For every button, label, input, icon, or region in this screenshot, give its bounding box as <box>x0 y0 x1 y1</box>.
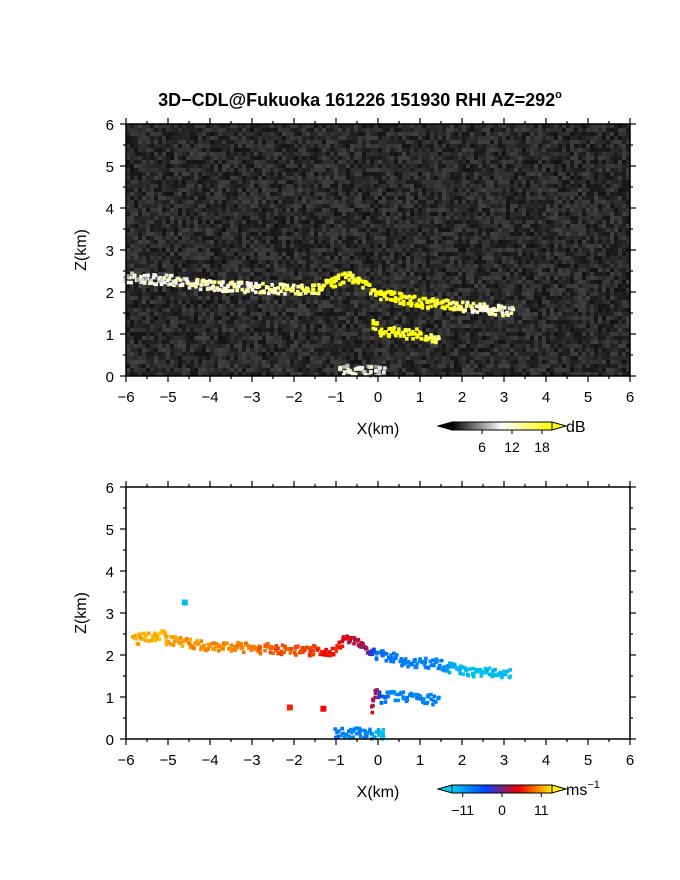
x-tick-label: −6 <box>117 752 134 769</box>
velocity-echo-band <box>181 599 327 712</box>
x-tick-label: 3 <box>500 752 508 769</box>
y-tick-label: 0 <box>106 732 114 749</box>
y-tick-label: 0 <box>106 369 114 386</box>
x-tick-label: 1 <box>416 752 424 769</box>
colorbar-tick-label: 12 <box>504 439 520 455</box>
x-tick-label: −4 <box>201 752 218 769</box>
reflectivity-tick-marks <box>120 118 636 382</box>
velocity-y-tick-labels: 0 1 2 3 4 5 6 <box>106 480 114 749</box>
x-tick-label: −2 <box>285 752 302 769</box>
reflectivity-x-tick-labels: −6 −5 −4 −3 −2 −1 0 1 2 3 4 5 6 <box>117 389 634 406</box>
y-tick-label: 4 <box>106 564 114 581</box>
x-tick-label: −1 <box>327 752 344 769</box>
velocity-echo-band <box>369 688 441 715</box>
x-tick-label: −2 <box>285 389 302 406</box>
reflectivity-plot-area <box>122 124 630 378</box>
colorbar-tick-label: 0 <box>498 802 506 818</box>
echo-patch <box>320 705 327 712</box>
y-tick-label: 3 <box>106 606 114 623</box>
velocity-plot-area <box>126 487 630 741</box>
x-tick-label: 5 <box>584 752 592 769</box>
y-tick-label: 1 <box>106 690 114 707</box>
velocity-y-axis-label: Z(km) <box>73 592 90 634</box>
x-tick-label: 1 <box>416 389 424 406</box>
velocity-echo-band <box>131 629 513 680</box>
y-tick-label: 6 <box>106 117 114 134</box>
x-tick-label: 3 <box>500 389 508 406</box>
x-tick-label: −3 <box>243 389 260 406</box>
x-tick-label: −4 <box>201 389 218 406</box>
x-tick-label: 5 <box>584 389 592 406</box>
x-tick-label: −6 <box>117 389 134 406</box>
y-tick-label: 1 <box>106 327 114 344</box>
echo-patch <box>181 599 188 606</box>
reflectivity-echo-band <box>122 271 516 318</box>
velocity-colorbar: −11 0 11 <box>436 784 568 818</box>
colorbar-tick-label: −11 <box>451 802 474 818</box>
reflectivity-x-axis-label: X(km) <box>357 421 400 438</box>
x-tick-label: 2 <box>458 752 466 769</box>
x-tick-label: 6 <box>626 389 634 406</box>
x-tick-label: −3 <box>243 752 260 769</box>
velocity-x-tick-labels: −6 −5 −4 −3 −2 −1 0 1 2 3 4 5 6 <box>117 752 634 769</box>
velocity-x-axis-label: X(km) <box>357 784 400 801</box>
colorbar-tick-label: 11 <box>534 802 549 818</box>
reflectivity-y-tick-labels: 0 1 2 3 4 5 6 <box>106 117 114 386</box>
reflectivity-colorbar-unit: dB <box>566 419 586 436</box>
y-tick-label: 6 <box>106 480 114 497</box>
x-tick-label: −5 <box>159 752 176 769</box>
y-tick-label: 5 <box>106 159 114 176</box>
velocity-tick-marks <box>120 481 636 745</box>
reflectivity-colorbar: 6 12 18 <box>436 421 568 455</box>
x-tick-label: −1 <box>327 389 344 406</box>
x-tick-label: 4 <box>542 389 550 406</box>
x-tick-label: 0 <box>374 389 382 406</box>
reflectivity-y-axis-label: Z(km) <box>73 229 90 271</box>
noise-texture <box>126 124 630 376</box>
echo-patch <box>286 704 293 711</box>
colorbar-tick-label: 18 <box>534 439 550 455</box>
y-tick-label: 5 <box>106 522 114 539</box>
chart-title: 3D−CDL@Fukuoka 161226 151930 RHI AZ=292o <box>158 89 562 110</box>
y-tick-label: 4 <box>106 201 114 218</box>
x-tick-label: 0 <box>374 752 382 769</box>
colorbar-tick-label: 6 <box>478 439 486 455</box>
y-tick-label: 3 <box>106 243 114 260</box>
reflectivity-echo-band <box>371 319 441 345</box>
plot-background <box>126 487 630 739</box>
y-tick-label: 2 <box>106 648 114 665</box>
x-tick-label: 4 <box>542 752 550 769</box>
x-tick-label: 6 <box>626 752 634 769</box>
x-tick-label: 2 <box>458 389 466 406</box>
y-tick-label: 2 <box>106 285 114 302</box>
velocity-colorbar-unit: ms−1 <box>566 779 600 799</box>
x-tick-label: −5 <box>159 389 176 406</box>
